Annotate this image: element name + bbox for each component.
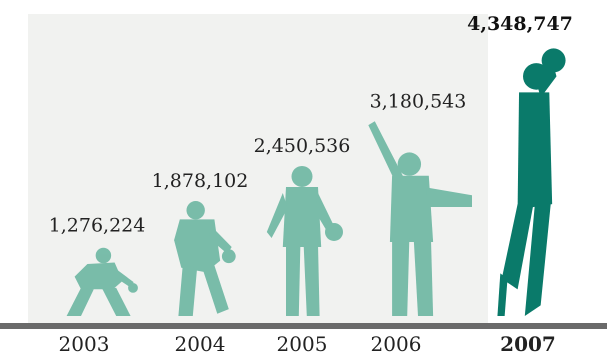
value-label-2004: 1,878,102 xyxy=(152,170,249,192)
tick-label-2004: 2004 xyxy=(175,332,226,354)
value-label-2007: 4,348,747 xyxy=(467,13,573,35)
value-label-2006: 3,180,543 xyxy=(370,90,467,112)
x-axis-line xyxy=(0,323,607,329)
figure-2004 xyxy=(174,201,236,316)
tick-label-2006: 2006 xyxy=(371,332,422,354)
tick-label-2005: 2005 xyxy=(277,332,328,354)
figure-2003 xyxy=(66,247,138,316)
tick-label-2003: 2003 xyxy=(59,332,110,354)
tick-label-2007: 2007 xyxy=(500,332,556,354)
figures xyxy=(66,48,566,316)
value-label-2003: 1,276,224 xyxy=(49,215,146,237)
tick-labels: 2003 2004 2005 2006 2007 xyxy=(59,332,556,354)
figure-2007 xyxy=(497,48,566,316)
figure-2006 xyxy=(368,121,472,316)
value-label-2005: 2,450,536 xyxy=(254,135,351,157)
figure-2005 xyxy=(266,165,344,316)
